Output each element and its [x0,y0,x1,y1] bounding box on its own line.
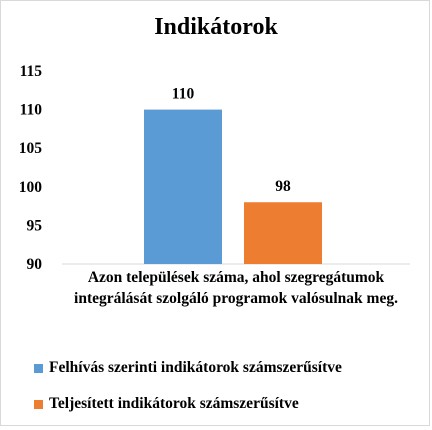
y-tick-label: 110 [20,102,43,119]
legend-label-series-1: Felhívás szerinti indikátorok számszerűs… [49,359,342,376]
legend-item-series-2: Teljesített indikátorok számszerűsítve [34,394,342,414]
legend: Felhívás szerinti indikátorok számszerűs… [34,358,342,430]
category-label: Azon települések száma, ahol szegregátum… [74,269,398,307]
y-tick-label: 100 [19,179,43,196]
legend-label-series-2: Teljesített indikátorok számszerűsítve [49,395,299,412]
y-tick-label: 115 [20,63,43,80]
y-tick-label: 105 [19,140,43,157]
legend-swatch-series-1 [34,363,43,373]
chart-title: Indikátorok [154,14,278,40]
y-tick-label: 95 [27,217,43,234]
legend-swatch-series-2 [34,399,43,409]
data-label-series-2: 98 [275,178,291,195]
bar-series-2 [244,202,322,264]
bar-series-1 [144,109,222,264]
y-tick-label: 90 [27,256,43,273]
legend-item-series-1: Felhívás szerinti indikátorok számszerűs… [34,358,342,378]
data-label-series-1: 110 [172,86,195,103]
